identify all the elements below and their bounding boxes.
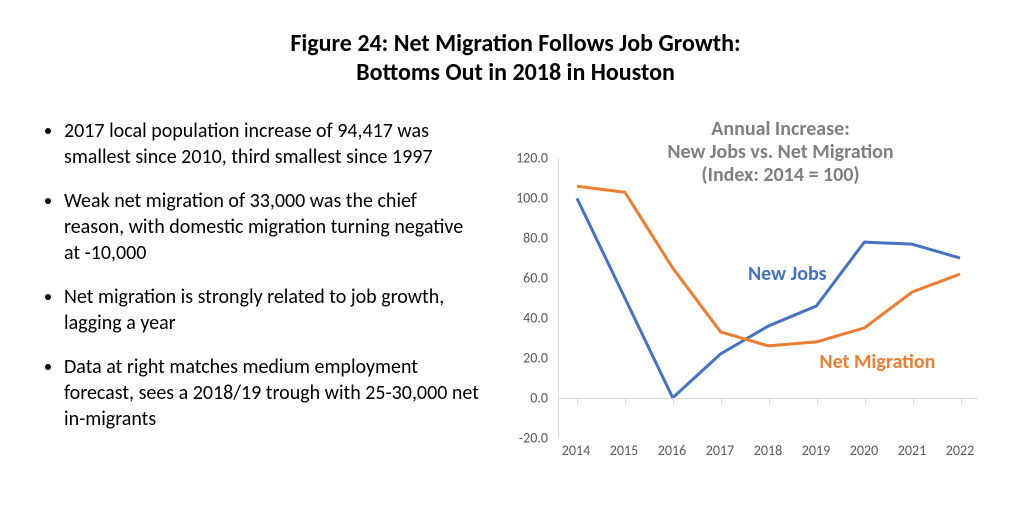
y-tick-label: 20.0 xyxy=(500,349,548,366)
series-label: Net Migration xyxy=(819,350,935,374)
bullet-item: Data at right matches medium employment … xyxy=(64,354,480,432)
y-tick-label: 40.0 xyxy=(500,309,548,326)
y-tick-label: 100.0 xyxy=(500,189,548,206)
x-tick-mark xyxy=(913,398,914,404)
y-tick-label: 80.0 xyxy=(500,229,548,246)
x-tick-mark xyxy=(625,398,626,404)
y-tick-label: -20.0 xyxy=(500,429,548,446)
x-tick-label: 2016 xyxy=(658,442,686,459)
title-line-2: Bottoms Out in 2018 in Houston xyxy=(40,59,991,88)
x-tick-mark xyxy=(721,398,722,404)
bullet-item: Net migration is strongly related to job… xyxy=(64,284,480,336)
x-tick-label: 2014 xyxy=(562,442,590,459)
x-tick-mark xyxy=(577,398,578,404)
x-tick-mark xyxy=(769,398,770,404)
y-tick-label: 120.0 xyxy=(500,149,548,166)
x-tick-label: 2017 xyxy=(706,442,734,459)
y-axis: -20.00.020.040.060.080.0100.0120.0 xyxy=(500,158,554,438)
chart: Annual Increase: New Jobs vs. Net Migrat… xyxy=(500,118,991,478)
x-tick-label: 2021 xyxy=(898,442,926,459)
chart-title-line: Annual Increase: xyxy=(711,117,849,141)
bullet-item: 2017 local population increase of 94,417… xyxy=(64,118,480,170)
x-tick-label: 2018 xyxy=(754,442,782,459)
x-axis: 2014 2015 2016 2017 2018 2019 2020 2021 2022 xyxy=(558,442,978,462)
x-tick-label: 2019 xyxy=(802,442,830,459)
figure-title: Figure 24: Net Migration Follows Job Gro… xyxy=(40,30,991,88)
bullet-list: 2017 local population increase of 94,417… xyxy=(40,118,480,478)
y-tick-label: 0.0 xyxy=(500,389,548,406)
plot-area: New Jobs Net Migration xyxy=(558,158,978,438)
series-label: New Jobs xyxy=(748,262,827,286)
chart-lines xyxy=(559,158,978,438)
x-tick-label: 2015 xyxy=(610,442,638,459)
y-tick-label: 60.0 xyxy=(500,269,548,286)
x-tick-mark xyxy=(673,398,674,404)
x-tick-mark xyxy=(865,398,866,404)
x-tick-label: 2020 xyxy=(850,442,878,459)
x-tick-mark xyxy=(961,398,962,404)
x-tick-mark xyxy=(817,398,818,404)
content-row: 2017 local population increase of 94,417… xyxy=(40,118,991,478)
x-tick-label: 2022 xyxy=(946,442,974,459)
bullet-item: Weak net migration of 33,000 was the chi… xyxy=(64,188,480,266)
title-line-1: Figure 24: Net Migration Follows Job Gro… xyxy=(40,30,991,59)
